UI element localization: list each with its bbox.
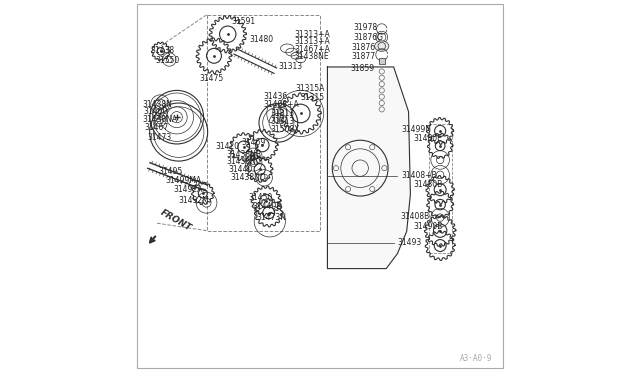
Ellipse shape [374,41,389,51]
Text: 31420: 31420 [215,142,239,151]
Text: 31440D: 31440D [252,202,282,211]
Text: 31408+B: 31408+B [401,171,436,180]
Text: 31460: 31460 [143,107,168,116]
Text: 31499N: 31499N [402,125,432,134]
Text: 31473: 31473 [147,133,172,142]
Text: 31508X: 31508X [271,125,300,134]
Text: 31493: 31493 [397,238,422,247]
Polygon shape [328,67,410,269]
Text: 31408+A: 31408+A [264,100,300,109]
Text: 31315: 31315 [301,93,324,102]
Text: 31313+A: 31313+A [294,30,330,39]
Text: 31475: 31475 [199,74,223,83]
Text: 31313: 31313 [271,109,295,118]
Text: 31591: 31591 [232,17,255,26]
Text: 31315A: 31315A [296,84,325,93]
Text: 31877: 31877 [351,52,376,61]
Text: 31480E: 31480E [413,134,443,143]
Text: 31313: 31313 [278,62,303,71]
Text: 31440: 31440 [229,165,253,174]
Text: 31499MA: 31499MA [166,176,202,185]
Text: 31438NC: 31438NC [227,157,261,166]
Text: 31490B: 31490B [413,222,443,231]
Text: 31438N: 31438N [142,100,172,109]
Text: 31473N: 31473N [257,213,287,222]
Text: 31438ND: 31438ND [231,173,266,182]
Text: 31550: 31550 [156,56,180,65]
Text: 31438NE: 31438NE [294,52,328,61]
Text: 31859: 31859 [351,64,374,73]
Text: 31438NA: 31438NA [142,115,177,124]
Text: 31876G: 31876G [353,33,383,42]
Text: 31480B: 31480B [413,180,443,189]
Text: A3·A0·9: A3·A0·9 [460,354,492,363]
Text: 31313+A: 31313+A [294,37,330,46]
Text: 31467+A: 31467+A [294,45,330,54]
Text: 31467: 31467 [145,123,169,132]
Text: 31978: 31978 [353,23,378,32]
Text: 31469: 31469 [242,138,266,147]
Text: 31438: 31438 [151,46,175,55]
Text: 31480: 31480 [250,35,273,44]
Text: 31876: 31876 [351,43,376,52]
Text: 31408B: 31408B [400,212,429,221]
Text: 31438NB: 31438NB [227,150,261,159]
Text: 31450: 31450 [248,193,273,202]
Text: 31436: 31436 [264,92,288,101]
Text: 31492A: 31492A [173,185,202,194]
Text: FRONT: FRONT [159,208,193,232]
Text: 31492M: 31492M [179,196,209,205]
Text: 31495: 31495 [158,167,182,176]
Text: 31313: 31313 [271,117,295,126]
Bar [429,124,452,253]
